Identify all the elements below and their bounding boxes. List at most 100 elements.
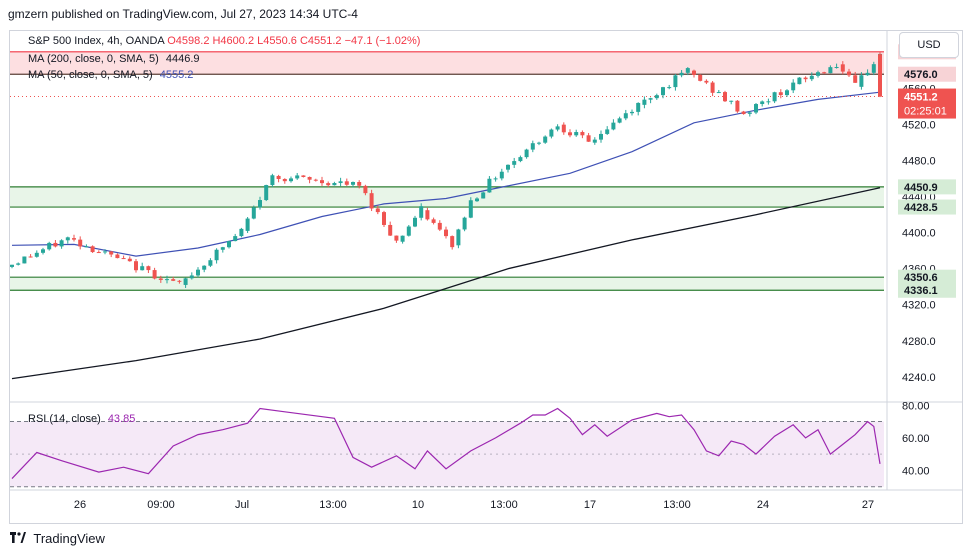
candle-up [499, 171, 504, 179]
candle-down [307, 176, 312, 180]
candle-down [704, 80, 709, 83]
candle-down [586, 135, 591, 142]
time-tick-label: 13:00 [490, 499, 518, 511]
candle-up [413, 217, 417, 227]
candle-down [388, 224, 393, 236]
candle-up [716, 92, 721, 94]
candle-up [456, 229, 461, 246]
time-tick-label: 09:00 [147, 499, 175, 511]
candle-up [406, 226, 411, 236]
candle-down [735, 100, 740, 112]
candle-up [140, 266, 145, 271]
candle-up [630, 111, 634, 114]
candle-down [450, 236, 455, 248]
time-tick-label: 26 [74, 499, 86, 511]
candle-up [661, 87, 665, 96]
candle-up [251, 207, 256, 219]
candle-up [41, 249, 45, 253]
candle-up [22, 256, 27, 264]
legend-ma200-label: MA (200, close, 0, SMA, 5) [28, 53, 159, 65]
candle-up [332, 183, 337, 186]
candle-up [772, 92, 777, 102]
candle-up [468, 200, 473, 218]
zone-bottom-label-bg [898, 66, 956, 82]
legend-ma50-row[interactable]: MA (50, close, 0, SMA, 5) 4555.2 [28, 69, 193, 81]
candle-down [437, 222, 442, 230]
rsi-tick-label: 60.00 [902, 433, 930, 445]
rsi-line [11, 407, 881, 480]
currency-button[interactable]: USD [899, 32, 959, 58]
chart-frame[interactable]: 4240.04280.04320.04360.04400.04440.04480… [9, 30, 963, 524]
rsi-tick-label: 80.00 [902, 400, 930, 412]
legend-ma200-value: 4446.9 [165, 53, 200, 65]
candle-up [264, 185, 269, 201]
candle-up [462, 217, 467, 230]
zone-bottom-label: 4336.1 [904, 285, 938, 297]
candle-down [90, 246, 95, 253]
candle-up [295, 175, 300, 179]
candle-down [692, 70, 696, 75]
candle-up [493, 178, 498, 180]
rsi-tick-label: 40.00 [902, 465, 930, 477]
candle-up [574, 132, 579, 136]
countdown-label: 02:25:01 [904, 106, 947, 118]
axis-layer: 4240.04280.04320.04360.04400.04440.04480… [74, 44, 956, 511]
time-tick-label: 17 [584, 499, 596, 511]
candle-up [865, 72, 870, 76]
candle-down [53, 242, 58, 247]
candle-down [723, 92, 727, 102]
candles-layer [10, 52, 882, 288]
zone-top-label: 4350.6 [904, 272, 938, 284]
legend-symbol-row[interactable]: S&P 500 Index, 4h, OANDA O4598.2 H4600.2… [28, 35, 420, 47]
candle-down [171, 279, 176, 281]
candle-up [270, 175, 275, 186]
candle-up [239, 228, 244, 237]
candle-down [177, 280, 182, 282]
candle-up [543, 136, 548, 143]
candle-up [183, 278, 188, 285]
tradingview-logo-text: TradingView [33, 531, 105, 546]
candle-up [258, 200, 262, 208]
chart-canvas[interactable]: 4240.04280.04320.04360.04400.04440.04480… [10, 31, 962, 523]
rsi-band [10, 421, 884, 487]
candle-up [623, 113, 628, 119]
candle-down [580, 132, 585, 136]
time-tick-label: 13:00 [663, 499, 691, 511]
time-tick-label: 27 [862, 499, 874, 511]
candle-up [512, 161, 517, 165]
candle-up [165, 279, 169, 281]
tradingview-logo[interactable]: TradingView [10, 531, 105, 546]
candle-down [822, 72, 827, 74]
time-tick-label: Jul [235, 499, 249, 511]
candle-up [10, 264, 14, 267]
legend-ma50-value: 4555.2 [159, 69, 194, 81]
candle-up [636, 102, 641, 112]
legend-ma200-row[interactable]: MA (200, close, 0, SMA, 5) 4446.9 [28, 53, 200, 65]
zone-bottom-label: 4428.5 [904, 202, 938, 214]
candle-down [127, 258, 132, 262]
candle-down [158, 278, 163, 280]
candle-down [28, 256, 33, 258]
candle-down [146, 266, 151, 271]
tradingview-logo-icon [10, 532, 26, 543]
price-tick-label: 4320.0 [902, 300, 936, 312]
candle-down [282, 178, 287, 182]
legend-ma50-label: MA (50, close, 0, SMA, 5) [28, 69, 153, 81]
candle-down [357, 181, 362, 186]
candle-up [189, 275, 194, 279]
candle-down [741, 111, 746, 115]
legend-rsi-row[interactable]: RSI (14, close) 43.85 [28, 413, 135, 425]
candle-up [685, 68, 690, 73]
candle-down [444, 229, 448, 237]
candle-down [344, 181, 349, 185]
candle-up [592, 139, 597, 143]
rsi-layer [10, 407, 884, 488]
candle-up [791, 82, 796, 91]
candle-up [475, 198, 479, 202]
candle-down [301, 175, 306, 177]
candle-up [816, 72, 820, 76]
candle-down [710, 82, 715, 93]
candle-down [382, 212, 386, 225]
candle-up [679, 72, 684, 76]
candle-up [65, 237, 70, 241]
